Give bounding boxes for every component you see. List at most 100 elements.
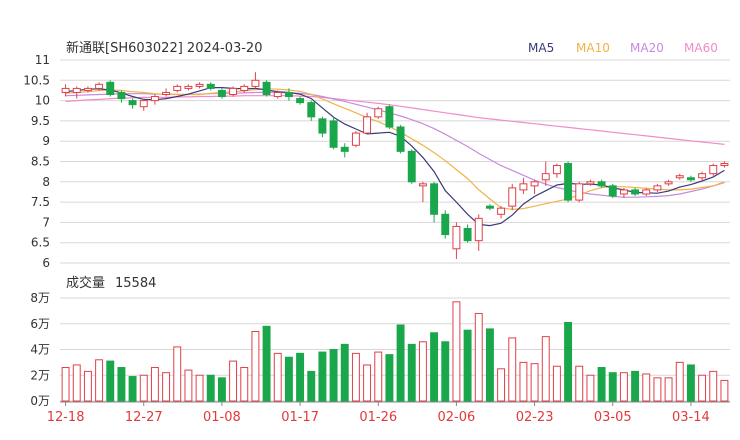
candle-body	[251, 79, 260, 87]
candle-body	[217, 89, 226, 98]
date-tick-label: 01-17	[281, 410, 319, 425]
volume-bar	[552, 365, 561, 402]
date-tick-label: 12-27	[125, 410, 163, 425]
candle-body	[463, 227, 472, 242]
volume-bar	[430, 332, 439, 402]
candle-body	[552, 165, 561, 175]
candle-body	[642, 189, 651, 195]
volume-bar	[474, 312, 483, 402]
candle	[106, 80, 115, 97]
date-axis: 12-18 12-27 01-08 01-17 01-26 02-06 02-23 03-05…	[47, 401, 730, 425]
volume-bar	[698, 374, 707, 402]
candle-body	[128, 100, 137, 106]
ma-lines	[65, 87, 725, 227]
candle	[173, 84, 182, 93]
volume-bar	[184, 369, 193, 402]
candle-body	[541, 173, 550, 181]
volume-bar	[318, 351, 327, 402]
candle	[441, 210, 450, 239]
price-tick-label: 9.5	[31, 114, 50, 128]
candle-body	[474, 217, 483, 242]
candle-body	[117, 91, 126, 100]
candle-body	[329, 120, 338, 148]
candle	[318, 116, 327, 138]
candle	[418, 181, 427, 203]
volume-bar	[653, 377, 662, 402]
date-tick-label: 01-26	[359, 410, 397, 425]
volume-bar	[117, 367, 126, 402]
candle-body	[575, 183, 584, 201]
volume-bar	[631, 370, 640, 402]
candle	[709, 163, 718, 176]
volume-value: 15584	[115, 276, 156, 291]
date-tick-label: 02-06	[438, 410, 476, 425]
date-tick-label: 03-14	[672, 410, 710, 425]
candle	[385, 104, 394, 130]
price-tick-label: 9	[42, 134, 50, 148]
volume-y-axis: 8万 6万 4万 2万 0万	[30, 291, 50, 408]
candle-body	[284, 91, 293, 98]
volume-bar	[307, 370, 316, 402]
candle-body	[586, 181, 595, 185]
volume-bar	[139, 374, 148, 402]
volume-bar	[541, 336, 550, 402]
volume-bar	[83, 370, 92, 402]
price-tick-label: 8.5	[31, 155, 50, 169]
candle	[485, 204, 494, 211]
candle	[608, 183, 617, 199]
volume-bar	[195, 374, 204, 402]
candle-body	[106, 81, 115, 96]
candle-body	[508, 187, 517, 207]
candle-body	[619, 189, 628, 195]
candle-body	[418, 183, 427, 187]
legend-ma20: MA20	[630, 41, 664, 55]
candle	[184, 84, 193, 91]
candle-body	[530, 181, 539, 187]
volume-bar	[374, 351, 383, 402]
volume-bar	[575, 365, 584, 402]
candle	[374, 106, 383, 119]
volume-bar	[162, 372, 171, 402]
volume-bar	[463, 329, 472, 402]
candle	[340, 143, 349, 158]
candle-body	[430, 183, 439, 215]
candle	[497, 206, 506, 219]
candle	[217, 88, 226, 99]
candle-body	[296, 98, 305, 104]
candle	[396, 124, 405, 154]
date-tick-label: 12-18	[47, 410, 85, 425]
candle	[552, 163, 561, 178]
volume-tick-label: 2万	[30, 368, 50, 382]
volume-bar	[418, 341, 427, 402]
volume-bar	[106, 360, 115, 402]
candle-body	[452, 225, 461, 250]
candle	[530, 179, 539, 194]
candle	[586, 179, 595, 186]
volume-label: 成交量	[66, 275, 105, 291]
candle	[720, 161, 729, 168]
candle-body	[675, 175, 684, 179]
volume-bar	[150, 367, 159, 402]
candle-body	[150, 96, 159, 102]
price-tick-label: 6	[42, 256, 50, 270]
volume-bar	[61, 367, 70, 402]
candle	[251, 72, 260, 89]
date-tick-label: 02-23	[516, 410, 554, 425]
candle	[564, 161, 573, 203]
volume-bar	[95, 359, 104, 402]
candle-body	[195, 83, 204, 87]
chart-title: 新通联[SH603022] 2024-03-20	[66, 40, 262, 56]
price-tick-label: 10	[35, 94, 50, 108]
candle	[474, 214, 483, 251]
candle	[273, 90, 282, 99]
volume-tick-label: 0万	[30, 394, 50, 408]
volume-bar	[608, 372, 617, 402]
candle	[117, 90, 126, 103]
volume-bar	[396, 324, 405, 402]
candle	[407, 149, 416, 184]
ma5-line	[65, 87, 725, 227]
legend-ma60: MA60	[684, 41, 718, 55]
candle-body	[597, 181, 606, 187]
candle	[575, 181, 584, 203]
date-tick-label: 03-05	[594, 410, 632, 425]
